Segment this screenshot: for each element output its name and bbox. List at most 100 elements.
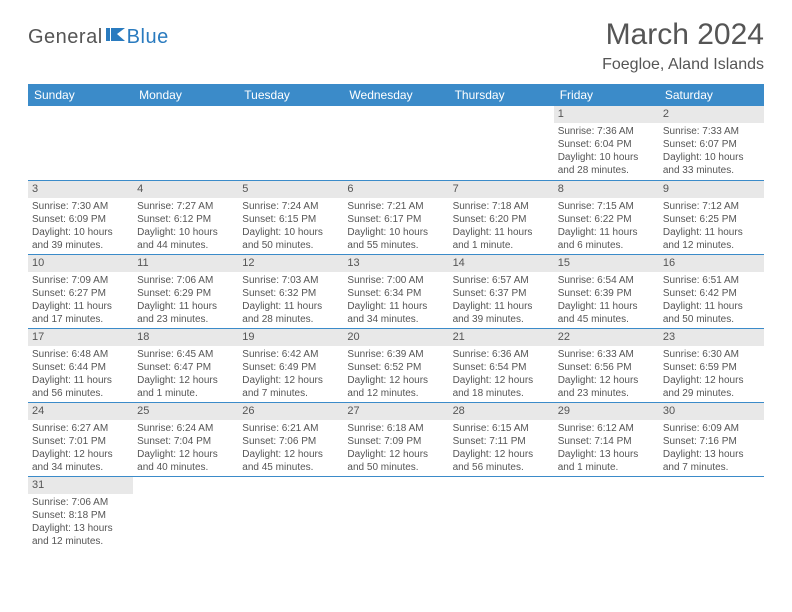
day-details: Sunrise: 6:42 AMSunset: 6:49 PMDaylight:… [238,346,343,402]
day-number: 17 [28,329,133,346]
day-number: 20 [343,329,448,346]
page-title: March 2024 [602,18,764,52]
logo-text-general: General [28,26,103,49]
sunset-text: Sunset: 7:06 PM [242,435,339,448]
day-number: 8 [554,181,659,198]
daylight-text: Daylight: 11 hours and 28 minutes. [242,300,339,326]
sunset-text: Sunset: 6:15 PM [242,213,339,226]
day-details: Sunrise: 7:12 AMSunset: 6:25 PMDaylight:… [659,198,764,254]
day-details: Sunrise: 7:33 AMSunset: 6:07 PMDaylight:… [659,123,764,179]
sunrise-text: Sunrise: 7:06 AM [32,496,129,509]
sunrise-text: Sunrise: 6:12 AM [558,422,655,435]
day-number: 25 [133,403,238,420]
sunset-text: Sunset: 6:34 PM [347,287,444,300]
day-details: Sunrise: 6:54 AMSunset: 6:39 PMDaylight:… [554,272,659,328]
sunset-text: Sunset: 7:04 PM [137,435,234,448]
header-row: Sunday Monday Tuesday Wednesday Thursday… [28,84,764,106]
day-cell: 15Sunrise: 6:54 AMSunset: 6:39 PMDayligh… [554,254,659,328]
day-cell [449,106,554,180]
title-block: March 2024 Foegloe, Aland Islands [602,18,764,74]
day-details: Sunrise: 6:48 AMSunset: 6:44 PMDaylight:… [28,346,133,402]
day-number [238,106,343,123]
daylight-text: Daylight: 11 hours and 50 minutes. [663,300,760,326]
day-number: 5 [238,181,343,198]
day-cell [659,477,764,551]
day-details: Sunrise: 7:00 AMSunset: 6:34 PMDaylight:… [343,272,448,328]
day-details: Sunrise: 7:06 AMSunset: 6:29 PMDaylight:… [133,272,238,328]
sunrise-text: Sunrise: 7:21 AM [347,200,444,213]
day-cell [343,106,448,180]
sunrise-text: Sunrise: 6:57 AM [453,274,550,287]
sunset-text: Sunset: 6:27 PM [32,287,129,300]
day-number: 11 [133,255,238,272]
daylight-text: Daylight: 12 hours and 40 minutes. [137,448,234,474]
day-number: 21 [449,329,554,346]
flag-icon [105,26,127,49]
day-number [659,477,764,494]
sunset-text: Sunset: 6:29 PM [137,287,234,300]
col-thursday: Thursday [449,84,554,106]
day-number: 6 [343,181,448,198]
daylight-text: Daylight: 13 hours and 7 minutes. [663,448,760,474]
col-monday: Monday [133,84,238,106]
sunrise-text: Sunrise: 6:15 AM [453,422,550,435]
sunrise-text: Sunrise: 6:33 AM [558,348,655,361]
sunset-text: Sunset: 6:22 PM [558,213,655,226]
day-details: Sunrise: 6:24 AMSunset: 7:04 PMDaylight:… [133,420,238,476]
sunset-text: Sunset: 6:59 PM [663,361,760,374]
day-details: Sunrise: 6:18 AMSunset: 7:09 PMDaylight:… [343,420,448,476]
sunset-text: Sunset: 6:52 PM [347,361,444,374]
day-number [554,477,659,494]
day-cell [133,106,238,180]
sunset-text: Sunset: 6:37 PM [453,287,550,300]
day-cell: 12Sunrise: 7:03 AMSunset: 6:32 PMDayligh… [238,254,343,328]
day-details: Sunrise: 6:27 AMSunset: 7:01 PMDaylight:… [28,420,133,476]
sunrise-text: Sunrise: 7:27 AM [137,200,234,213]
sunset-text: Sunset: 6:07 PM [663,138,760,151]
day-cell: 28Sunrise: 6:15 AMSunset: 7:11 PMDayligh… [449,403,554,477]
calendar-table: Sunday Monday Tuesday Wednesday Thursday… [28,84,764,551]
day-number: 16 [659,255,764,272]
sunset-text: Sunset: 7:01 PM [32,435,129,448]
day-number: 22 [554,329,659,346]
sunrise-text: Sunrise: 7:36 AM [558,125,655,138]
daylight-text: Daylight: 12 hours and 34 minutes. [32,448,129,474]
sunset-text: Sunset: 6:44 PM [32,361,129,374]
week-row: 10Sunrise: 7:09 AMSunset: 6:27 PMDayligh… [28,254,764,328]
col-wednesday: Wednesday [343,84,448,106]
daylight-text: Daylight: 10 hours and 28 minutes. [558,151,655,177]
location-label: Foegloe, Aland Islands [602,56,764,74]
day-number [133,106,238,123]
day-details: Sunrise: 6:45 AMSunset: 6:47 PMDaylight:… [133,346,238,402]
day-cell: 3Sunrise: 7:30 AMSunset: 6:09 PMDaylight… [28,180,133,254]
day-number: 13 [343,255,448,272]
day-cell [133,477,238,551]
day-number: 3 [28,181,133,198]
day-details: Sunrise: 6:15 AMSunset: 7:11 PMDaylight:… [449,420,554,476]
daylight-text: Daylight: 11 hours and 34 minutes. [347,300,444,326]
sunrise-text: Sunrise: 6:18 AM [347,422,444,435]
sunset-text: Sunset: 6:12 PM [137,213,234,226]
day-number [449,477,554,494]
daylight-text: Daylight: 13 hours and 1 minute. [558,448,655,474]
day-number [449,106,554,123]
day-cell: 1Sunrise: 7:36 AMSunset: 6:04 PMDaylight… [554,106,659,180]
day-cell: 14Sunrise: 6:57 AMSunset: 6:37 PMDayligh… [449,254,554,328]
day-details: Sunrise: 7:30 AMSunset: 6:09 PMDaylight:… [28,198,133,254]
daylight-text: Daylight: 11 hours and 23 minutes. [137,300,234,326]
sunrise-text: Sunrise: 7:12 AM [663,200,760,213]
daylight-text: Daylight: 12 hours and 23 minutes. [558,374,655,400]
sunrise-text: Sunrise: 7:33 AM [663,125,760,138]
sunrise-text: Sunrise: 6:24 AM [137,422,234,435]
header: General Blue March 2024 Foegloe, Aland I… [0,0,792,78]
col-friday: Friday [554,84,659,106]
day-number: 31 [28,477,133,494]
daylight-text: Daylight: 11 hours and 56 minutes. [32,374,129,400]
sunrise-text: Sunrise: 7:06 AM [137,274,234,287]
sunset-text: Sunset: 6:47 PM [137,361,234,374]
day-cell: 20Sunrise: 6:39 AMSunset: 6:52 PMDayligh… [343,328,448,402]
day-details: Sunrise: 7:27 AMSunset: 6:12 PMDaylight:… [133,198,238,254]
day-details: Sunrise: 6:57 AMSunset: 6:37 PMDaylight:… [449,272,554,328]
day-cell: 2Sunrise: 7:33 AMSunset: 6:07 PMDaylight… [659,106,764,180]
week-row: 1Sunrise: 7:36 AMSunset: 6:04 PMDaylight… [28,106,764,180]
